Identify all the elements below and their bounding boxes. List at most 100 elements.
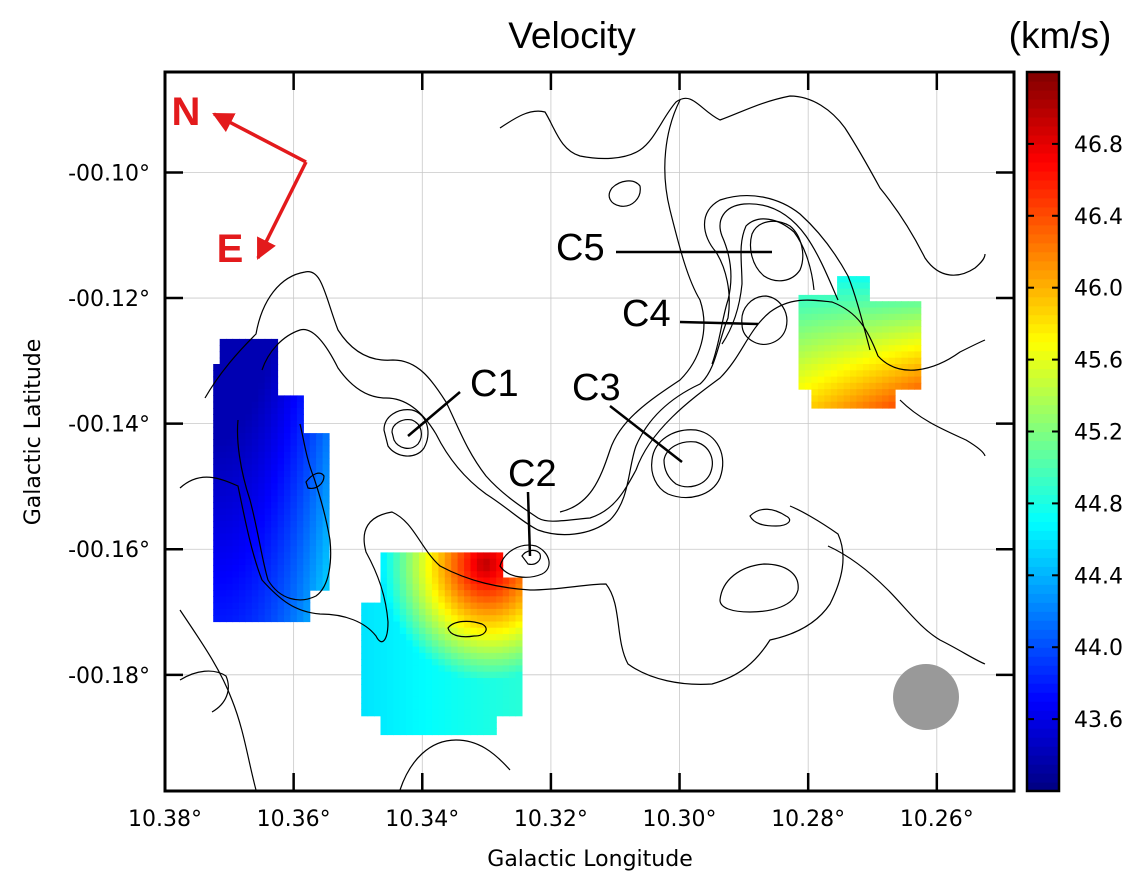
- heatmap-cell: [271, 370, 279, 378]
- heatmap-cell: [509, 652, 517, 660]
- contour-mid-3: [721, 218, 815, 345]
- colorbar-segment: [1027, 233, 1059, 244]
- heatmap-cell: [901, 338, 909, 346]
- heatmap-cell: [464, 564, 472, 572]
- heatmap-cell: [824, 326, 832, 334]
- heatmap-cell: [509, 583, 517, 591]
- heatmap-cell: [425, 634, 433, 641]
- heatmap-cell: [431, 652, 439, 660]
- heatmap-cell: [393, 728, 401, 736]
- heatmap-cell: [502, 615, 510, 623]
- heatmap-cell: [226, 470, 234, 478]
- heatmap-cell: [309, 583, 317, 591]
- heatmap-cell: [296, 502, 304, 509]
- heatmap-cell: [425, 571, 433, 579]
- heatmap-cell: [239, 495, 246, 503]
- heatmap-cell: [290, 533, 298, 541]
- heatmap-cell: [843, 307, 851, 315]
- heatmap-cell: [258, 370, 266, 378]
- heatmap-cell: [856, 345, 864, 353]
- heatmap-cell: [271, 389, 279, 396]
- heatmap-cell: [258, 514, 266, 522]
- heatmap-cell: [303, 590, 311, 597]
- heatmap-cell: [901, 376, 909, 384]
- c1-pointer: [407, 391, 461, 437]
- colorbar-segment: [1027, 197, 1059, 208]
- heatmap-cell: [380, 659, 388, 666]
- heatmap-cell: [316, 514, 324, 522]
- heatmap-cell: [309, 433, 317, 440]
- y-tick-label-0: -00.10°: [68, 161, 150, 186]
- heatmap-cell: [309, 552, 317, 560]
- heatmap-cell: [869, 307, 877, 315]
- heatmap-cell: [277, 608, 285, 616]
- heatmap-cell: [444, 728, 452, 736]
- heatmap-cell: [901, 320, 909, 327]
- heatmap-cell: [882, 376, 890, 384]
- heatmap-cell: [444, 634, 452, 641]
- heatmap-cell: [805, 294, 812, 302]
- heatmap-cell: [380, 678, 388, 685]
- heatmap-cell: [277, 583, 285, 591]
- heatmap-cell: [830, 395, 838, 403]
- heatmap-cell: [309, 464, 317, 472]
- heatmap-cell: [509, 621, 517, 629]
- colorbar-segment: [1027, 755, 1059, 765]
- heatmap-cell: [258, 420, 266, 428]
- heatmap-cell: [232, 370, 240, 378]
- heatmap-cell: [419, 577, 427, 585]
- heatmap-cell: [232, 508, 240, 516]
- heatmap-cell: [232, 558, 240, 566]
- heatmap-cell: [843, 338, 851, 346]
- heatmap-cell: [219, 464, 227, 472]
- contour-north-inner: [559, 99, 705, 513]
- heatmap-cell: [309, 527, 317, 535]
- heatmap-cell: [309, 514, 317, 522]
- heatmap-cell: [264, 439, 272, 447]
- heatmap-cell: [219, 351, 227, 359]
- heatmap-cell: [296, 539, 304, 547]
- heatmap-cell: [239, 401, 246, 409]
- colorbar-segment: [1027, 287, 1059, 298]
- colorbar-segment: [1027, 80, 1059, 91]
- heatmap-cell: [258, 590, 266, 597]
- heatmap-cell: [309, 577, 317, 585]
- heatmap-cell: [386, 715, 394, 723]
- heatmap-cell: [824, 332, 832, 340]
- heatmap-cell: [515, 696, 523, 704]
- heatmap-cell: [502, 646, 510, 654]
- heatmap-cell: [245, 571, 253, 579]
- heatmap-cell: [226, 364, 234, 371]
- heatmap-cell: [309, 539, 317, 547]
- heatmap-cell: [251, 527, 259, 535]
- heatmap-cell: [290, 521, 298, 528]
- heatmap-cell: [367, 678, 375, 685]
- heatmap-cell: [393, 678, 401, 685]
- contour-mid-2: [711, 203, 839, 365]
- heatmap-cell: [213, 401, 221, 409]
- heatmap-cell: [483, 684, 491, 692]
- heatmap-cell: [361, 652, 369, 660]
- heatmap-cell: [316, 508, 324, 516]
- heatmap-cell: [386, 602, 394, 610]
- heatmap-cell: [264, 502, 272, 509]
- heatmap-cell: [837, 307, 845, 315]
- heatmap-cell: [213, 527, 221, 535]
- heatmap-cell: [476, 564, 484, 572]
- heatmap-cell: [882, 357, 890, 365]
- heatmap-cell: [798, 370, 806, 378]
- heatmap-cell: [817, 370, 825, 378]
- heatmap-cell: [850, 326, 857, 334]
- heatmap-cell: [875, 376, 883, 384]
- heatmap-cell: [431, 696, 439, 704]
- heatmap-cell: [895, 345, 902, 353]
- heatmap-cell: [817, 395, 825, 403]
- heatmap-cell: [213, 571, 221, 579]
- heatmap-cell: [431, 615, 439, 623]
- heatmap-cell: [888, 382, 896, 390]
- heatmap-cell: [483, 690, 491, 698]
- heatmap-cell: [451, 646, 459, 654]
- heatmap-cell: [502, 634, 510, 641]
- heatmap-cell: [830, 382, 838, 390]
- heatmap-cell: [811, 376, 819, 384]
